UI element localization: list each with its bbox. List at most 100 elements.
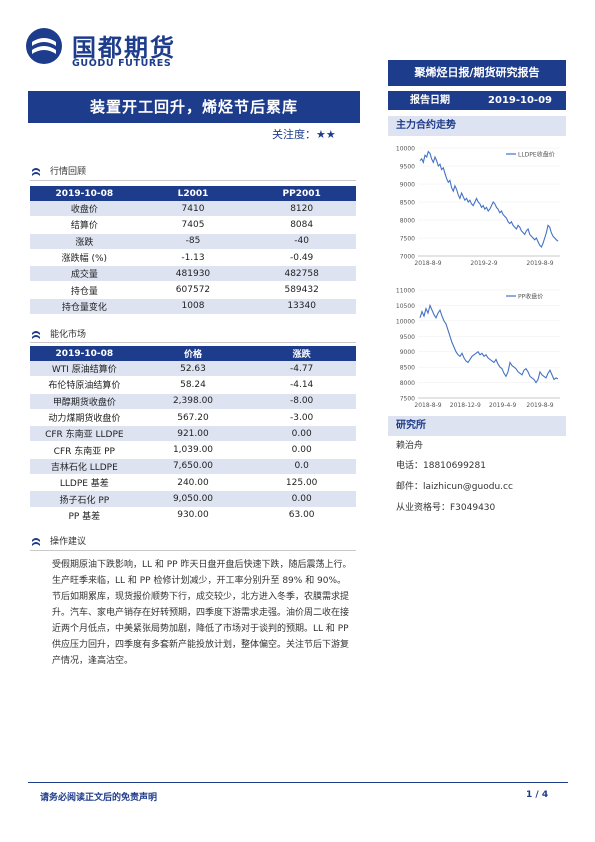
table-cell: 吉林石化 LLDPE bbox=[30, 458, 139, 476]
series-line bbox=[419, 303, 559, 384]
x-tick-label: 2018-8-9 bbox=[414, 260, 441, 267]
divider bbox=[30, 342, 356, 343]
table-cell: -85 bbox=[138, 233, 248, 250]
y-tick-label: 9000 bbox=[400, 182, 415, 189]
section-chem-market-title: 能化市场 bbox=[50, 330, 87, 340]
research-section-heading: 研究所 bbox=[388, 416, 566, 436]
company-name-cn: 国都期货 bbox=[72, 34, 176, 62]
section-market-review-title: 行情回顾 bbox=[50, 167, 87, 177]
report-date-value: 2019-10-09 bbox=[488, 95, 552, 106]
table-cell: 涨跌 bbox=[30, 233, 139, 250]
y-tick-label: 9500 bbox=[400, 164, 415, 171]
table-cell: 125.00 bbox=[247, 474, 356, 492]
column-header: L2001 bbox=[138, 186, 248, 201]
y-tick-label: 9500 bbox=[400, 334, 415, 341]
table-header-row: 2019-10-08 L2001 PP2001 bbox=[30, 186, 356, 201]
section-bullet-icon bbox=[30, 329, 42, 341]
table-cell: 607572 bbox=[138, 281, 248, 299]
y-tick-label: 7500 bbox=[400, 236, 415, 243]
table-row: 动力煤期货收盘价 567.20 -3.00 bbox=[30, 409, 356, 427]
table-cell: 0.00 bbox=[247, 441, 356, 459]
table-cell: 持仓量变化 bbox=[30, 298, 139, 316]
table-cell: 动力煤期货收盘价 bbox=[30, 409, 139, 427]
table-header-row: 2019-10-08 价格 涨跌 bbox=[30, 346, 356, 361]
table-cell: -0.49 bbox=[247, 249, 356, 267]
y-tick-label: 7500 bbox=[400, 396, 415, 403]
attention-rating: 关注度：★★ bbox=[272, 128, 336, 141]
y-tick-label: 8500 bbox=[400, 365, 415, 372]
table-cell: PP 基差 bbox=[30, 507, 139, 524]
table-row: 吉林石化 LLDPE 7,650.00 0.0 bbox=[30, 458, 356, 476]
table-cell: 921.00 bbox=[138, 425, 248, 443]
table-cell: -8.00 bbox=[247, 393, 356, 410]
table-row: LLDPE 基差 240.00 125.00 bbox=[30, 474, 356, 492]
table-cell: 0.00 bbox=[247, 490, 356, 508]
table-row: 扬子石化 PP 9,050.00 0.00 bbox=[30, 490, 356, 508]
table-cell: 结算价 bbox=[30, 216, 139, 234]
table-cell: 7,650.00 bbox=[138, 458, 248, 476]
table-row: 持仓量变化 1008 13340 bbox=[30, 298, 356, 316]
y-tick-label: 10000 bbox=[396, 318, 415, 325]
table-row: 成交量 481930 482758 bbox=[30, 265, 356, 283]
table-cell: 布伦特原油结算价 bbox=[30, 376, 139, 394]
y-tick-label: 8000 bbox=[400, 218, 415, 225]
y-tick-label: 9000 bbox=[400, 349, 415, 356]
table-cell: 8120 bbox=[247, 201, 356, 218]
table-row: 甲醇期货收盘价 2,398.00 -8.00 bbox=[30, 393, 356, 410]
table-cell: 1,039.00 bbox=[138, 441, 248, 459]
table-row: 持仓量 607572 589432 bbox=[30, 281, 356, 299]
chart-section-heading: 主力合约走势 bbox=[388, 116, 566, 136]
footer-divider bbox=[28, 782, 568, 783]
chem-market-table: 2019-10-08 价格 涨跌 WTI 原油结算价 52.63 -4.77 布伦特原油结… bbox=[30, 346, 356, 524]
table-cell: -3.00 bbox=[247, 409, 356, 427]
analyst-name: 赖治舟 bbox=[396, 441, 424, 451]
column-header: 2019-10-08 bbox=[30, 186, 139, 201]
table-cell: 扬子石化 PP bbox=[30, 490, 139, 508]
table-row: 涨跌幅 (%) -1.13 -0.49 bbox=[30, 249, 356, 267]
table-cell: CFR 东南亚 LLDPE bbox=[30, 425, 139, 443]
legend-label: PP收盘价 bbox=[518, 293, 543, 301]
table-cell: -1.13 bbox=[138, 249, 248, 267]
section-chem-market: 能化市场 bbox=[30, 327, 86, 341]
table-row: 收盘价 7410 8120 bbox=[30, 201, 356, 218]
column-header: 涨跌 bbox=[247, 346, 356, 361]
y-tick-label: 7000 bbox=[400, 254, 415, 261]
x-tick-label: 2019-4-9 bbox=[489, 402, 516, 409]
table-cell: 收盘价 bbox=[30, 201, 139, 218]
series-line bbox=[419, 150, 559, 248]
page-number: 1 / 4 bbox=[526, 790, 549, 800]
y-tick-label: 10000 bbox=[396, 146, 415, 153]
y-tick-label: 10500 bbox=[396, 303, 415, 310]
table-row: 结算价 7405 8084 bbox=[30, 216, 356, 234]
section-bullet-icon bbox=[30, 166, 42, 178]
table-cell: 13340 bbox=[247, 298, 356, 316]
futures-quote-table: 2019-10-08 L2001 PP2001 收盘价 7410 8120 结算价 7405… bbox=[30, 186, 356, 316]
analyst-email[interactable]: 邮件：laizhicun@guodu.cc bbox=[396, 482, 513, 492]
disclaimer-notice: 请务必阅读正文后的免责声明 bbox=[40, 793, 158, 803]
table-cell: 63.00 bbox=[247, 507, 356, 524]
section-market-review: 行情回顾 bbox=[30, 164, 86, 178]
table-cell: WTI 原油结算价 bbox=[30, 361, 139, 378]
table-row: CFR 东南亚 PP 1,039.00 0.00 bbox=[30, 441, 356, 459]
x-tick-label: 2019-2-9 bbox=[470, 260, 497, 267]
divider bbox=[30, 180, 356, 181]
table-cell: -40 bbox=[247, 233, 356, 250]
x-tick-label: 2018-12-9 bbox=[450, 402, 481, 409]
table-cell: 甲醇期货收盘价 bbox=[30, 393, 139, 410]
table-row: PP 基差 930.00 63.00 bbox=[30, 507, 356, 524]
y-tick-label: 8500 bbox=[400, 200, 415, 207]
report-title: 装置开工回升，烯烃节后累库 bbox=[28, 91, 360, 123]
analyst-phone: 电话：18810699281 bbox=[396, 461, 486, 471]
table-cell: -4.77 bbox=[247, 361, 356, 378]
table-cell: 240.00 bbox=[138, 474, 248, 492]
table-row: CFR 东南亚 LLDPE 921.00 0.00 bbox=[30, 425, 356, 443]
table-cell: 2,398.00 bbox=[138, 393, 248, 410]
company-logo-icon bbox=[24, 26, 64, 66]
table-row: WTI 原油结算价 52.63 -4.77 bbox=[30, 361, 356, 378]
report-date-bar: 报告日期 2019-10-09 bbox=[388, 91, 566, 110]
table-cell: 持仓量 bbox=[30, 281, 139, 299]
table-cell: 589432 bbox=[247, 281, 356, 299]
table-cell: 567.20 bbox=[138, 409, 248, 427]
table-cell: 930.00 bbox=[138, 507, 248, 524]
